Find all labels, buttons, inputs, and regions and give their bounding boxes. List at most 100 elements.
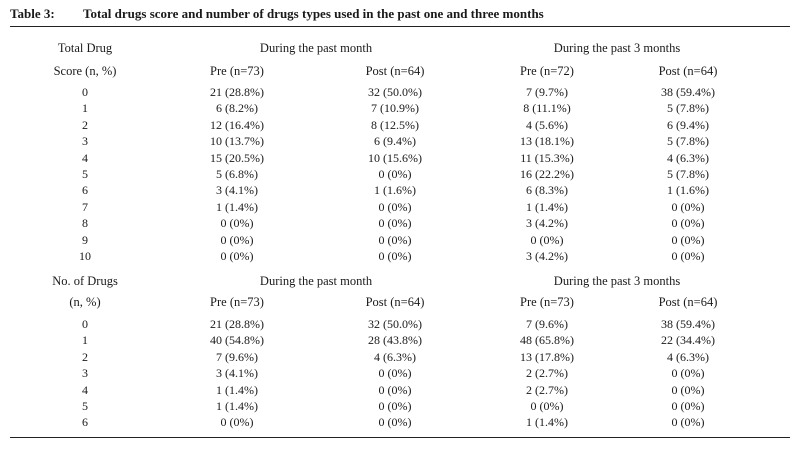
table-caption: Table 3: Total drugs score and number of … [10, 6, 544, 22]
table-cell: 0 (0%) [671, 399, 705, 413]
table-cell: 1 (1.4%) [526, 415, 568, 430]
group-header-past-month: During the past month [259, 41, 373, 55]
table-cell: 22 (34.4%) [661, 333, 715, 348]
row-header-title: No. of Drugs [52, 274, 118, 288]
table-cell: 0 (0%) [378, 216, 412, 231]
table-cell: 1 (1.6%) [667, 183, 709, 198]
table-cell: 21 (28.8%) [210, 85, 264, 99]
row-label: 6 [82, 183, 88, 198]
table-cell: 7 (9.6%) [216, 349, 258, 364]
table-cell: 0 (0%) [671, 232, 705, 247]
row-label: 2 [82, 117, 88, 132]
row-header-subtitle: Score (n, %) [53, 64, 117, 78]
column-header: Pre (n=72) [520, 64, 574, 78]
table-cell: 0 (0%) [378, 249, 412, 263]
table-cell: 32 (50.0%) [368, 317, 422, 331]
row-label: 10 [79, 249, 91, 263]
table-title: Total drugs score and number of drugs ty… [83, 6, 544, 21]
table-cell: 0 (0%) [378, 232, 412, 247]
column-header: Pre (n=73) [210, 64, 264, 78]
row-header-title: Total Drug [57, 41, 113, 55]
row-label: 2 [82, 349, 88, 364]
top-rule [10, 26, 790, 27]
table-cell: 0 (0%) [671, 216, 705, 231]
table-cell: 16 (22.2%) [520, 167, 574, 181]
table-cell: 13 (17.8%) [520, 349, 574, 364]
table-cell: 5 (6.8%) [216, 167, 258, 181]
row-label: 0 [82, 85, 88, 99]
table-cell: 48 (65.8%) [520, 333, 574, 348]
column-header: Post (n=64) [658, 295, 718, 309]
table-cell: 6 (8.2%) [216, 101, 258, 116]
table-cell: 0 (0%) [220, 216, 254, 231]
table-cell: 7 (9.7%) [526, 85, 568, 99]
table-cell: 0 (0%) [378, 415, 412, 430]
group-header-past-3-months: During the past 3 months [553, 274, 681, 288]
row-label: 1 [82, 333, 88, 348]
row-header-subtitle: (n, %) [69, 295, 101, 309]
table-cell: 0 (0%) [671, 199, 705, 214]
row-label: 0 [82, 317, 88, 331]
table-cell: 5 (7.8%) [667, 134, 709, 149]
bottom-rule [10, 437, 790, 438]
row-label: 7 [82, 199, 88, 214]
table-cell: 1 (1.6%) [374, 183, 416, 198]
table-cell: 4 (6.3%) [667, 349, 709, 364]
table-cell: 11 (15.3%) [520, 150, 574, 165]
table-cell: 0 (0%) [671, 415, 705, 430]
table-cell: 13 (18.1%) [520, 134, 574, 149]
table-cell: 0 (0%) [378, 366, 412, 381]
table-cell: 32 (50.0%) [368, 85, 422, 99]
row-label: 5 [82, 167, 88, 181]
row-label: 4 [82, 150, 88, 165]
row-label: 1 [82, 101, 88, 116]
table-cell: 1 (1.4%) [216, 399, 258, 413]
table-cell: 3 (4.2%) [526, 216, 568, 231]
table-cell: 10 (13.7%) [210, 134, 264, 149]
table-cell: 1 (1.4%) [216, 199, 258, 214]
table-cell: 0 (0%) [220, 232, 254, 247]
table-cell: 28 (43.8%) [368, 333, 422, 348]
table-cell: 38 (59.4%) [661, 85, 715, 99]
group-header-past-month: During the past month [259, 274, 373, 288]
table-cell: 6 (9.4%) [667, 117, 709, 132]
table-cell: 0 (0%) [220, 415, 254, 430]
table-cell: 3 (4.1%) [216, 183, 258, 198]
column-header: Pre (n=73) [210, 295, 264, 309]
row-label: 3 [82, 366, 88, 381]
table-cell: 4 (6.3%) [374, 349, 416, 364]
column-header: Pre (n=73) [520, 295, 574, 309]
table-cell: 0 (0%) [671, 366, 705, 381]
table-cell: 0 (0%) [530, 399, 564, 413]
row-label: 8 [82, 216, 88, 231]
table-cell: 0 (0%) [378, 199, 412, 214]
table-cell: 4 (6.3%) [667, 150, 709, 165]
table-cell: 1 (1.4%) [526, 199, 568, 214]
row-label: 9 [82, 232, 88, 247]
table-cell: 6 (8.3%) [526, 183, 568, 198]
table-cell: 15 (20.5%) [210, 150, 264, 165]
table-cell: 1 (1.4%) [216, 382, 258, 397]
column-header: Post (n=64) [365, 64, 425, 78]
table-cell: 7 (9.6%) [526, 317, 568, 331]
table-cell: 0 (0%) [378, 382, 412, 397]
row-label: 4 [82, 382, 88, 397]
table-cell: 5 (7.8%) [667, 167, 709, 181]
column-header: Post (n=64) [658, 64, 718, 78]
column-header: Post (n=64) [365, 295, 425, 309]
table-cell: 40 (54.8%) [210, 333, 264, 348]
table-cell: 12 (16.4%) [210, 117, 264, 132]
table-cell: 10 (15.6%) [368, 150, 422, 165]
table-cell: 3 (4.1%) [216, 366, 258, 381]
table-cell: 8 (11.1%) [523, 101, 571, 116]
table-cell: 6 (9.4%) [374, 134, 416, 149]
group-header-past-3-months: During the past 3 months [553, 41, 681, 55]
table-cell: 0 (0%) [220, 249, 254, 263]
table-cell: 2 (2.7%) [526, 366, 568, 381]
table-cell: 7 (10.9%) [371, 101, 419, 116]
table-cell: 0 (0%) [530, 232, 564, 247]
table-cell: 21 (28.8%) [210, 317, 264, 331]
row-label: 5 [82, 399, 88, 413]
row-label: 6 [82, 415, 88, 430]
table-cell: 0 (0%) [671, 249, 705, 263]
